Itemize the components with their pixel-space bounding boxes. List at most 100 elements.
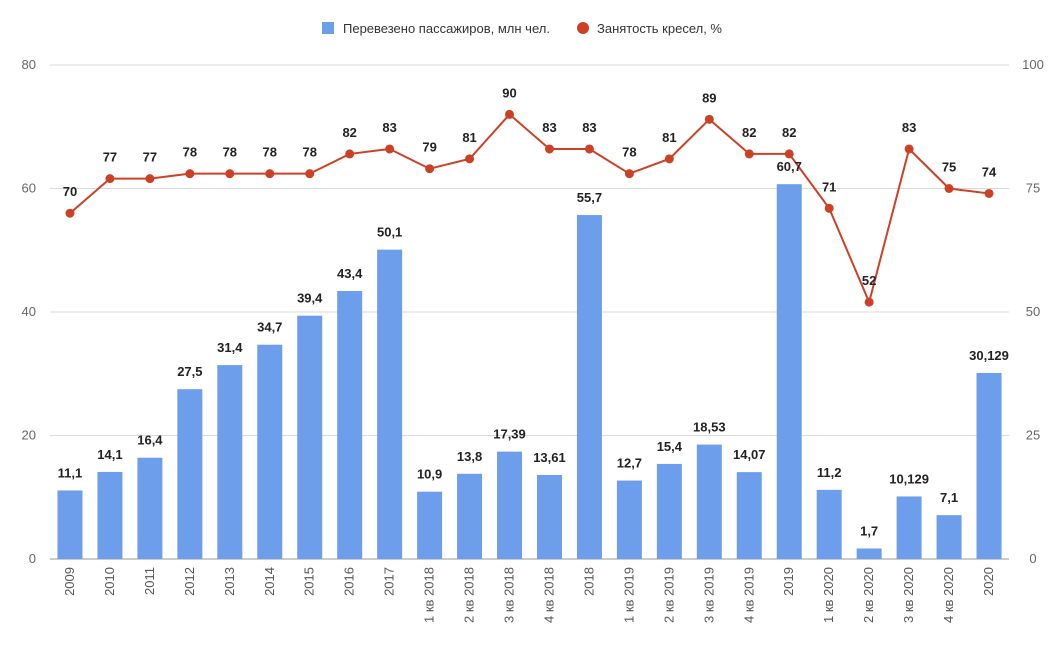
x-axis: 2009 2010 2011 2012 2013 2014 2015 2016 2017 1 кв…: [62, 567, 996, 623]
line-data-label: 82: [742, 125, 756, 140]
x-tick-label: 2020: [981, 567, 996, 596]
line-data-label: 70: [63, 184, 77, 199]
bar-data-label: 43,4: [337, 266, 363, 281]
bar: [736, 472, 762, 559]
y-axis-left: 0 20 40 60 80: [22, 57, 36, 566]
bar: [856, 548, 882, 559]
bar: [696, 444, 722, 559]
line-data-label: 77: [143, 150, 157, 165]
bar-data-label: 55,7: [577, 190, 602, 205]
bar: [97, 471, 123, 559]
x-tick-label: 2015: [302, 567, 317, 596]
line-point: [824, 203, 834, 213]
bar: [457, 473, 483, 559]
y-left-tick-label: 80: [22, 57, 36, 72]
y-right-tick-label: 100: [1022, 57, 1044, 72]
line-data-label: 79: [422, 140, 436, 155]
bar-data-label: 7,1: [940, 490, 958, 505]
x-tick-label: 1 кв 2019: [621, 567, 636, 623]
x-tick-label: 2 кв 2020: [861, 567, 876, 623]
y-left-tick-label: 40: [22, 304, 36, 319]
bar-data-label: 34,7: [257, 320, 282, 335]
line-point: [984, 188, 994, 198]
line-data-label: 89: [702, 90, 716, 105]
bar-data-label: 12,7: [617, 456, 642, 471]
legend-swatch-occupancy: [577, 22, 589, 34]
x-tick-label: 3 кв 2020: [901, 567, 916, 623]
line-point: [784, 149, 794, 159]
bar-data-label: 14,1: [97, 447, 122, 462]
bar-data-label: 10,129: [889, 471, 929, 486]
line-point: [385, 144, 395, 154]
bar: [137, 457, 163, 559]
line-point: [744, 149, 754, 159]
line-point: [105, 174, 115, 184]
x-tick-label: 2016: [342, 567, 357, 596]
x-tick-label: 2 кв 2018: [462, 567, 477, 623]
bar: [497, 451, 523, 559]
legend: Перевезено пассажиров, млн чел. Занятост…: [322, 21, 722, 36]
bar: [896, 496, 922, 559]
legend-label-passengers: Перевезено пассажиров, млн чел.: [343, 21, 550, 36]
bar: [816, 489, 842, 559]
x-tick-label: 2012: [182, 567, 197, 596]
line-point: [944, 184, 954, 193]
line-point: [185, 169, 195, 179]
bar-data-label: 18,53: [693, 420, 726, 435]
x-tick-label: 2014: [262, 567, 277, 596]
line-point: [465, 154, 475, 164]
line-point: [584, 144, 594, 154]
line-data-label: 78: [263, 145, 277, 160]
bar: [656, 463, 682, 559]
line-data-label: 78: [302, 145, 316, 160]
y-left-tick-label: 60: [22, 181, 36, 196]
bar: [177, 389, 203, 559]
line-data-label: 74: [982, 164, 997, 179]
x-tick-label: 2009: [62, 567, 77, 596]
bar: [297, 315, 323, 559]
legend-swatch-passengers: [322, 22, 334, 34]
y-right-tick-label: 50: [1026, 304, 1040, 319]
line-data-label: 78: [183, 145, 197, 160]
line-data-label: 82: [342, 125, 356, 140]
bar: [936, 515, 962, 559]
bar-data-label: 11,1: [58, 465, 83, 480]
bar-data-label: 15,4: [657, 439, 683, 454]
bar-data-label: 10,9: [417, 467, 442, 482]
bar-data-label: 50,1: [377, 225, 402, 240]
bar-data-label: 30,129: [969, 348, 1009, 363]
line-data-label: 82: [782, 125, 796, 140]
occupancy-line: [69, 113, 990, 306]
bar-data-label: 39,4: [297, 291, 323, 306]
bar-data-label: 13,61: [533, 450, 566, 465]
y-axis-right: 0 25 50 75 100: [1022, 57, 1044, 566]
gridlines: [50, 64, 1009, 560]
bar: [616, 480, 642, 559]
line-point: [225, 169, 235, 179]
bar-data-label: 60,7: [777, 159, 802, 174]
line-point: [65, 208, 75, 218]
line-data-label: 52: [862, 273, 876, 288]
x-tick-label: 2018: [581, 567, 596, 596]
bar-data-label: 16,4: [137, 433, 163, 448]
x-tick-label: 1 кв 2020: [821, 567, 836, 623]
bar: [536, 474, 562, 559]
line-data-label: 83: [582, 120, 596, 135]
legend-label-occupancy: Занятость кресел, %: [597, 21, 722, 36]
line-data-label: 78: [622, 145, 636, 160]
line-data-label: 78: [223, 145, 237, 160]
bar-data-label: 27,5: [177, 364, 202, 379]
line-point: [624, 169, 634, 179]
line-data-label: 71: [822, 179, 836, 194]
line-data-label: 83: [542, 120, 556, 135]
line-data-label: 81: [662, 130, 676, 145]
y-left-tick-label: 20: [22, 428, 36, 443]
x-tick-label: 2017: [382, 567, 397, 596]
bar: [417, 491, 443, 559]
line-point: [704, 114, 714, 124]
line-point: [864, 297, 874, 307]
y-left-tick-label: 0: [29, 551, 36, 566]
x-tick-label: 4 кв 2018: [541, 567, 556, 623]
x-tick-label: 2019: [781, 567, 796, 596]
